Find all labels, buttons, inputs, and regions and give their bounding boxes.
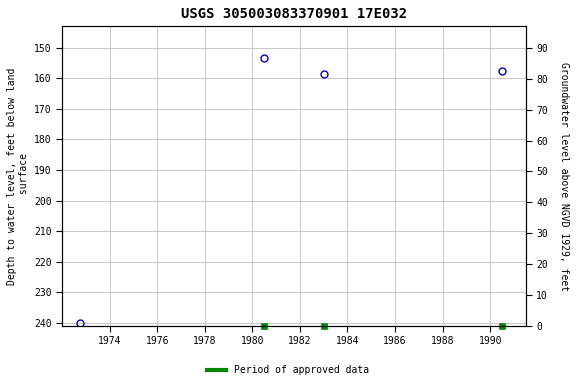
Y-axis label: Depth to water level, feet below land
 surface: Depth to water level, feet below land su… [7,68,29,285]
Legend: Period of approved data: Period of approved data [203,361,373,379]
Title: USGS 305003083370901 17E032: USGS 305003083370901 17E032 [181,7,407,21]
Y-axis label: Groundwater level above NGVD 1929, feet: Groundwater level above NGVD 1929, feet [559,61,569,291]
